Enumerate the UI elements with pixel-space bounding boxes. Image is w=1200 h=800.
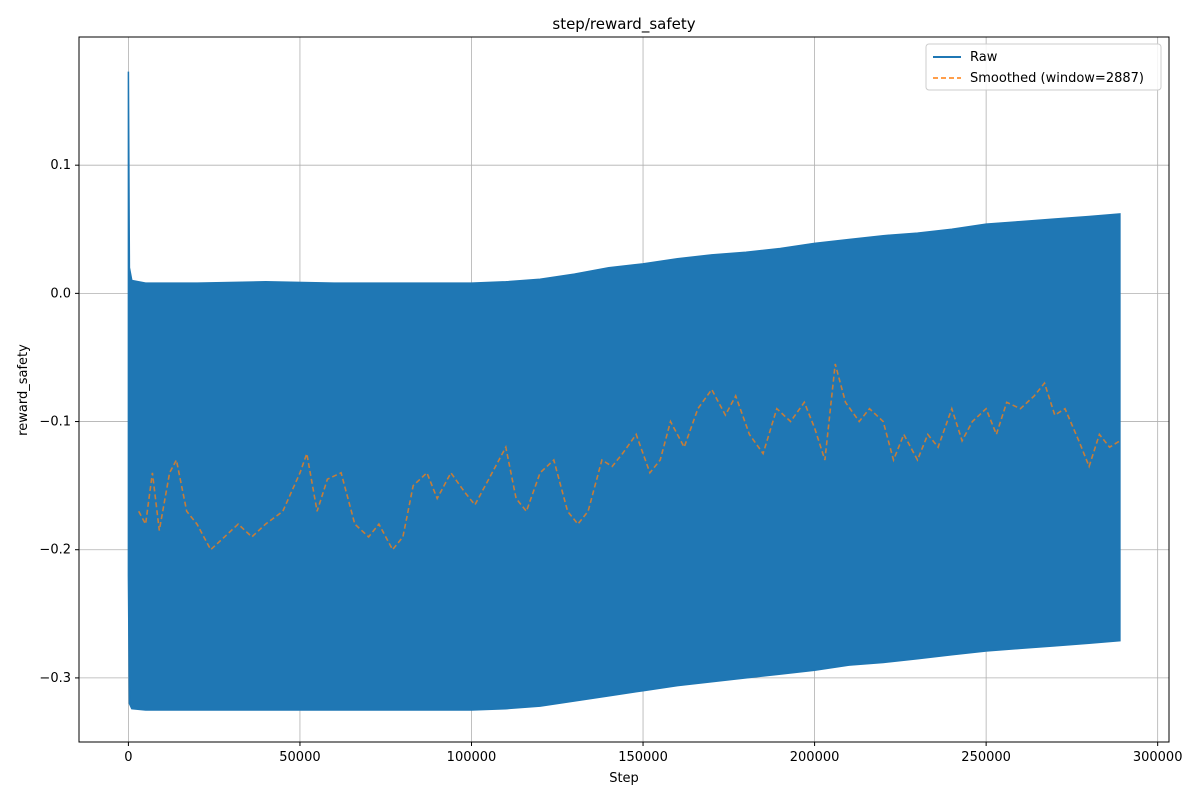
legend-box	[925, 43, 1162, 91]
x-tick-label: 300000	[1133, 750, 1183, 765]
x-tick-label: 250000	[961, 750, 1011, 765]
x-tick-label: 0	[124, 750, 132, 765]
y-tick-label: 0.1	[50, 158, 71, 173]
x-axis-label: Step	[609, 771, 639, 786]
raw-series-band	[127, 71, 1121, 711]
x-tick-label: 100000	[447, 750, 497, 765]
y-tick-label: 0.0	[50, 286, 71, 301]
y-tick-label: −0.2	[39, 543, 71, 558]
x-axis-ticks: 0 50000 100000 150000 200000 250000 300000	[124, 742, 1182, 765]
y-tick-label: −0.1	[39, 415, 71, 430]
plot-data-layer	[127, 71, 1121, 711]
y-axis-ticks: −0.3 −0.2 −0.1 0.0 0.1	[39, 158, 79, 686]
legend-smoothed-label: Smoothed (window=2887)	[970, 71, 1144, 86]
legend: Raw Smoothed (window=2887)	[925, 43, 1162, 91]
y-axis-label: reward_safety	[16, 344, 31, 436]
chart-title: step/reward_safety	[552, 15, 695, 34]
x-tick-label: 150000	[618, 750, 668, 765]
legend-raw-label: Raw	[970, 50, 998, 65]
smoothed-series-line	[137, 363, 1121, 552]
x-tick-label: 200000	[790, 750, 840, 765]
x-tick-label: 50000	[279, 750, 320, 765]
plot-frame	[78, 36, 1170, 743]
y-tick-label: −0.3	[39, 671, 71, 686]
